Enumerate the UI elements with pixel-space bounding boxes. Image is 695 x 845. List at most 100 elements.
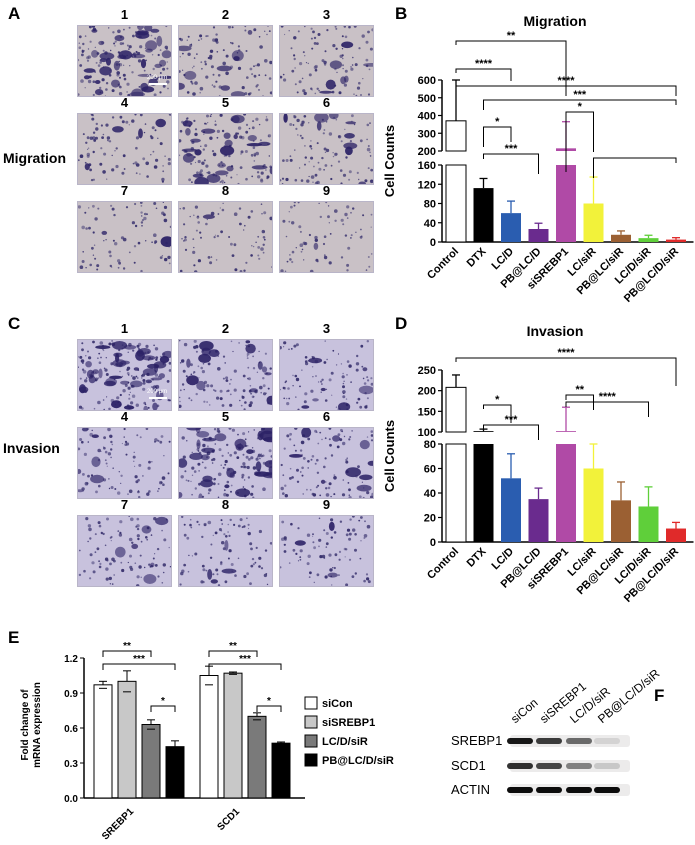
cell-dot: [312, 376, 314, 378]
cell-dot: [342, 390, 346, 394]
cell-dot: [212, 73, 215, 76]
cell-dot: [260, 454, 263, 458]
cell-dot: [348, 438, 351, 441]
cell-cluster: [105, 377, 117, 386]
cell-dot: [99, 162, 103, 166]
cell-dot: [345, 156, 348, 159]
y-tick-label: 1.2: [64, 654, 78, 665]
cell-dot: [77, 356, 79, 358]
cell-dot: [204, 144, 208, 148]
cell-cluster: [328, 521, 335, 531]
cell-cluster: [216, 65, 232, 72]
cell-dot: [201, 67, 203, 70]
cell-dot: [303, 115, 307, 118]
panel-label-a: A: [8, 4, 21, 23]
cell-cluster: [325, 79, 336, 90]
cell-dot: [243, 408, 246, 411]
cell-dot: [147, 406, 150, 409]
cell-dot: [264, 59, 268, 63]
cell-dot: [350, 237, 352, 239]
cell-dot: [164, 45, 168, 49]
cell-dot: [95, 490, 98, 494]
cell-dot: [290, 47, 293, 50]
cell-dot: [167, 472, 170, 475]
cell-dot: [314, 92, 317, 95]
cell-dot: [291, 69, 295, 73]
cell-dot: [271, 266, 273, 268]
cell-dot: [325, 532, 329, 535]
cell-dot: [364, 179, 368, 183]
cell-dot: [92, 178, 95, 181]
cell-dot: [363, 382, 367, 385]
cell-dot: [199, 231, 202, 234]
cell-dot: [217, 74, 221, 77]
micrograph: [77, 339, 174, 413]
cell-dot: [242, 462, 246, 466]
cell-dot: [91, 117, 95, 121]
y-tick-label: 150: [418, 406, 436, 418]
cell-dot: [168, 546, 170, 549]
cell-dot: [370, 434, 374, 437]
cell-dot: [196, 520, 199, 523]
cell-dot: [321, 383, 323, 385]
cell-dot: [168, 262, 171, 265]
cell-dot: [81, 225, 85, 230]
cell-cluster: [231, 115, 240, 124]
cell-dot: [157, 439, 160, 442]
cell-dot: [299, 549, 303, 553]
cell-dot: [209, 56, 213, 60]
cell-cluster: [155, 516, 169, 526]
cell-dot: [178, 404, 182, 408]
cell-dot: [245, 261, 248, 264]
significance-label: ****: [599, 391, 617, 403]
cell-dot: [233, 243, 237, 247]
legend-swatch: [304, 753, 318, 767]
cell-dot: [216, 427, 220, 430]
cell-dot: [129, 65, 131, 67]
cell-dot: [308, 233, 311, 237]
cell-dot: [77, 159, 80, 162]
cell-cluster: [99, 66, 112, 76]
significance-label: *: [578, 101, 583, 113]
cell-dot: [253, 160, 256, 162]
cell-dot: [249, 542, 253, 546]
cell-dot: [328, 132, 333, 136]
cell-dot: [167, 162, 171, 166]
cell-dot: [224, 362, 226, 364]
cell-dot: [330, 371, 334, 375]
blot-lane-label: siCon: [508, 695, 541, 726]
cell-dot: [117, 266, 120, 269]
cell-dot: [332, 567, 334, 569]
cell-dot: [250, 564, 254, 568]
cell-dot: [213, 389, 215, 391]
cell-dot: [157, 53, 160, 57]
cell-dot: [94, 257, 97, 260]
cell-dot: [250, 153, 254, 157]
cell-dot: [241, 473, 245, 477]
cell-dot: [138, 86, 141, 88]
cell-dot: [340, 256, 344, 259]
cell-dot: [121, 442, 123, 445]
cell-dot: [242, 465, 246, 469]
cell-dot: [360, 344, 364, 348]
cell-cluster: [257, 361, 263, 370]
cell-dot: [265, 392, 267, 394]
cell-dot: [166, 61, 168, 63]
cell-dot: [209, 556, 213, 559]
cell-dot: [250, 547, 253, 551]
cell-dot: [127, 561, 129, 564]
cell-dot: [140, 205, 143, 207]
cell-dot: [228, 534, 231, 537]
cell-dot: [259, 457, 261, 460]
cell-dot: [253, 429, 255, 431]
cell-dot: [191, 474, 194, 476]
x-tick-label: DTX: [465, 545, 490, 570]
cell-dot: [94, 533, 97, 536]
cell-dot: [107, 427, 111, 432]
cell-dot: [228, 426, 232, 430]
cell-cluster: [141, 86, 155, 93]
cell-dot: [195, 350, 198, 353]
cell-dot: [370, 168, 374, 172]
cell-dot: [239, 166, 243, 169]
cell-dot: [78, 405, 83, 409]
